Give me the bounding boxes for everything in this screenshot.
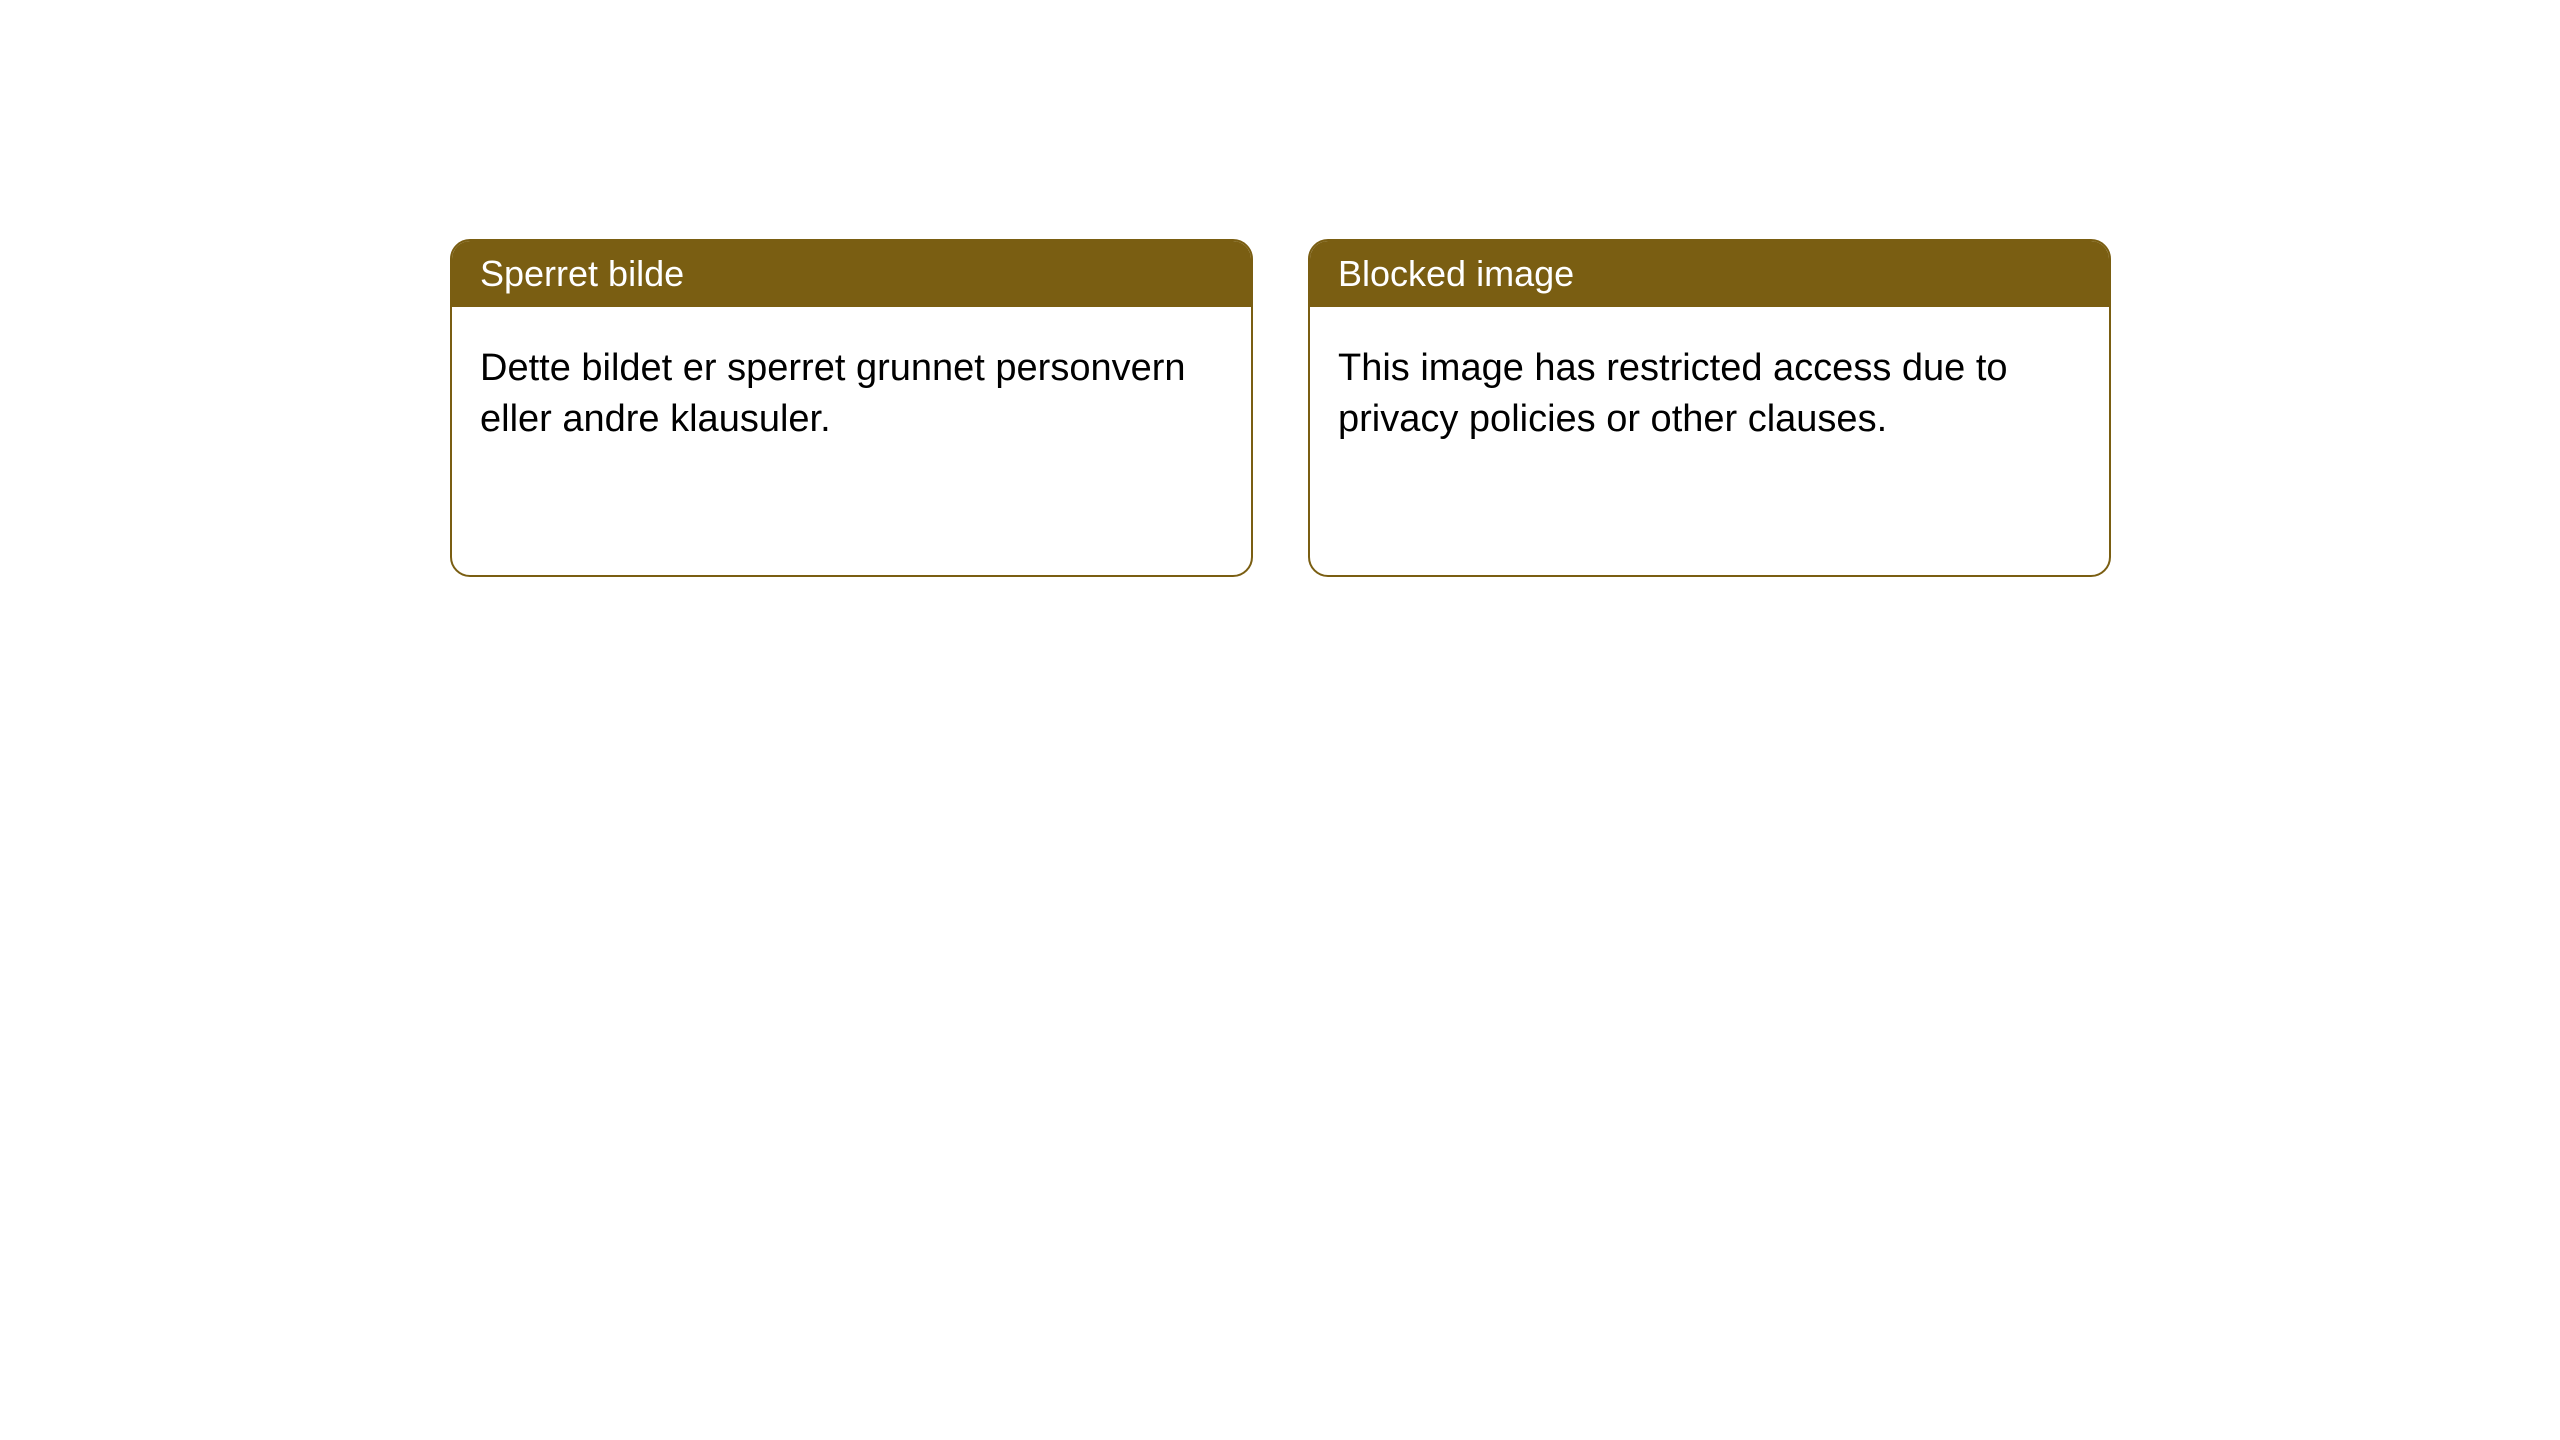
blocked-image-card-english: Blocked image This image has restricted … [1308,239,2111,577]
card-header: Blocked image [1310,241,2109,307]
card-title: Sperret bilde [480,253,684,294]
card-message: This image has restricted access due to … [1338,347,2008,440]
card-body: Dette bildet er sperret grunnet personve… [452,307,1251,482]
card-message: Dette bildet er sperret grunnet personve… [480,347,1186,440]
card-body: This image has restricted access due to … [1310,307,2109,482]
card-header: Sperret bilde [452,241,1251,307]
info-cards-row: Sperret bilde Dette bildet er sperret gr… [450,239,2111,577]
card-title: Blocked image [1338,253,1574,294]
blocked-image-card-norwegian: Sperret bilde Dette bildet er sperret gr… [450,239,1253,577]
